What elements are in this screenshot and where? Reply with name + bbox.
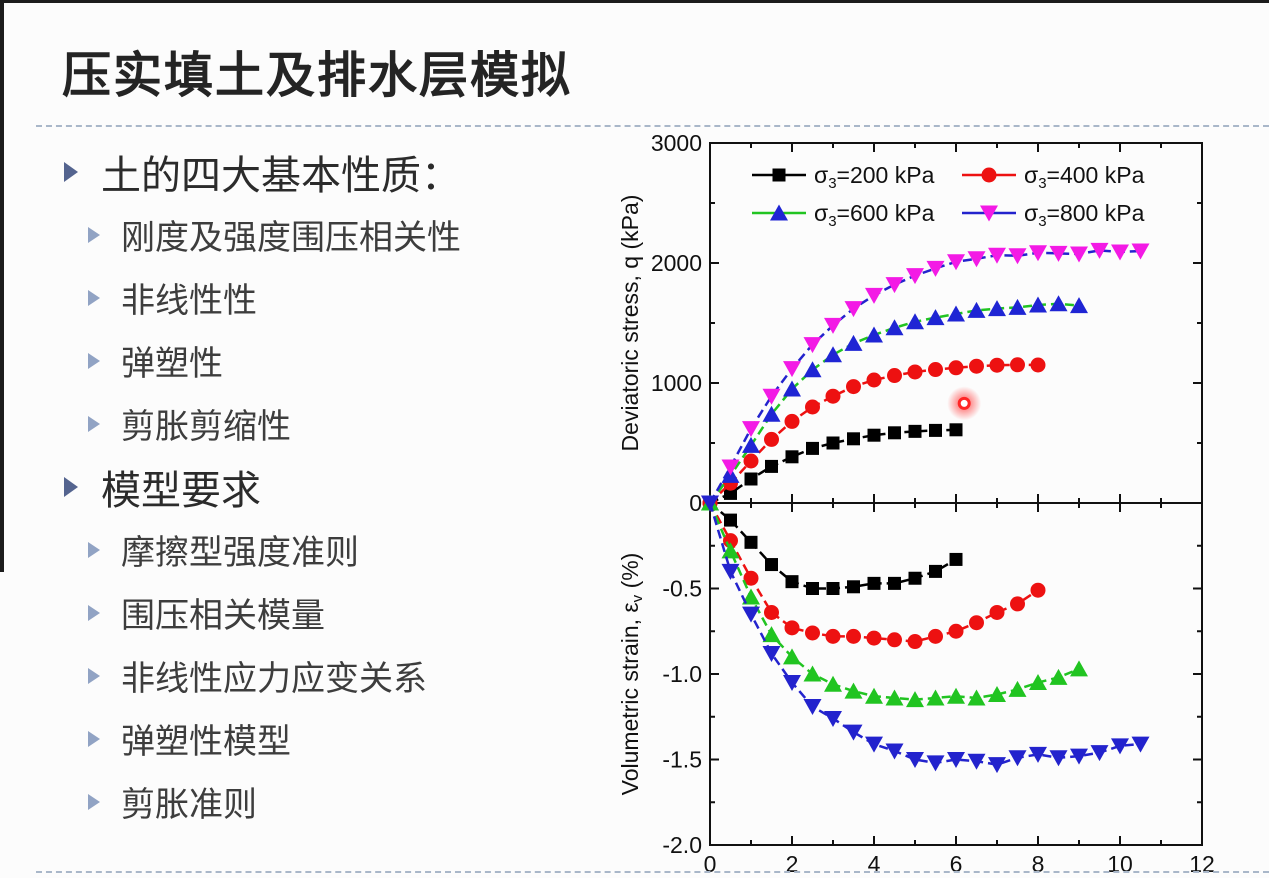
bullet-item: 剪胀准则 [60,770,608,833]
bullet-triangle-icon [88,416,103,432]
legend-label: σ3=600 kPa [814,200,935,230]
svg-text:12: 12 [1189,851,1215,877]
legend-entry: σ3=600 kPa [752,200,935,230]
svg-text:-2.0: -2.0 [662,832,702,858]
bullet-text: 弹塑性模型 [121,714,291,763]
y-axis-title-top: Deviatoric stress, q (kPa) [617,195,643,452]
svg-text:8: 8 [1032,851,1045,877]
legend-entry: σ3=400 kPa [962,162,1145,192]
bullet-text: 模型要求 [101,458,261,516]
bullet-text: 土的四大基本性质： [101,143,461,201]
bullet-triangle-icon [88,353,103,369]
bullet-text: 围压相关模量 [121,588,325,637]
svg-text:2: 2 [786,851,799,877]
bullet-text: 剪胀准则 [121,777,257,826]
bullet-item: 非线性应力应变关系 [60,644,608,707]
bullet-item: 弹塑性 [60,329,608,392]
bullet-triangle-icon [64,162,81,182]
legend-label: σ3=400 kPa [1024,162,1145,192]
bullet-triangle-icon [88,227,103,243]
svg-text:-1.5: -1.5 [662,747,702,773]
bullet-triangle-icon [88,542,103,558]
bullet-item: 剪胀剪缩性 [60,392,608,455]
svg-text:4: 4 [868,851,881,877]
chart-legend: σ3=200 kPa σ3=400 kPa σ3=600 kPa σ3=800 kPa [752,162,1145,230]
bullet-text: 剪胀剪缩性 [121,399,291,448]
title-divider-dashed [36,125,1269,127]
bullet-list: 土的四大基本性质： 刚度及强度围压相关性非线性性弹塑性剪胀剪缩性模型要求摩擦型强度… [60,140,608,833]
bullet-item: 非线性性 [60,266,608,329]
legend-label: σ3=800 kPa [1024,200,1145,230]
legend-entry: σ3=200 kPa [752,162,935,192]
series-σ₃=600 kPa [701,495,1088,708]
bullet-text: 非线性应力应变关系 [121,651,427,700]
footer-divider-dashed [36,871,1269,873]
bullet-text: 刚度及强度围压相关性 [121,210,461,259]
slide-title: 压实填土及排水层模拟 [62,36,572,107]
bullet-text: 弹塑性 [121,336,223,385]
series-σ₃=400 kPa [703,496,1046,650]
legend-label: σ3=200 kPa [814,162,935,192]
svg-text:2000: 2000 [651,250,702,276]
triaxial-test-charts: 0100020003000-0.5-1.0-1.5-2.0024681012De… [600,130,1269,878]
svg-text:0: 0 [704,851,717,877]
svg-text:6: 6 [950,851,963,877]
svg-text:-0.5: -0.5 [662,576,702,602]
svg-text:0: 0 [689,490,702,516]
legend-entry: σ3=800 kPa [962,200,1145,230]
svg-text:3000: 3000 [651,130,702,156]
window-edge-top [0,0,1269,3]
presentation-slide: 压实填土及排水层模拟 土的四大基本性质： 刚度及强度围压相关性非线性性弹塑性剪胀剪… [0,0,1269,878]
window-edge-left [0,0,4,572]
svg-text:1000: 1000 [651,370,702,396]
bullet-triangle-icon [88,731,103,747]
bullet-item: 土的四大基本性质： [60,140,608,203]
svg-text:-1.0: -1.0 [662,661,702,687]
svg-text:10: 10 [1107,851,1133,877]
series-σ₃=600 kPa [701,295,1088,510]
laser-pointer-dot [947,386,981,420]
bullet-triangle-icon [64,477,81,497]
bullet-item: 围压相关模量 [60,581,608,644]
series-σ₃=200 kPa [704,423,963,509]
bullet-triangle-icon [88,290,103,306]
bullet-item: 刚度及强度围压相关性 [60,203,608,266]
bullet-triangle-icon [88,794,103,810]
y-axis-title-bottom: Volumetric strain, εv (%) [617,553,646,796]
bullet-item: 摩擦型强度准则 [60,518,608,581]
bullet-triangle-icon [88,605,103,621]
series-σ₃=200 kPa [704,497,963,596]
axis-titles: Deviatoric stress, q (kPa) Volumetric str… [617,195,646,796]
bullet-item: 弹塑性模型 [60,707,608,770]
bullet-text: 摩擦型强度准则 [121,525,359,574]
bullet-triangle-icon [88,668,103,684]
bullet-text: 非线性性 [121,273,257,322]
bullet-item: 模型要求 [60,455,608,518]
